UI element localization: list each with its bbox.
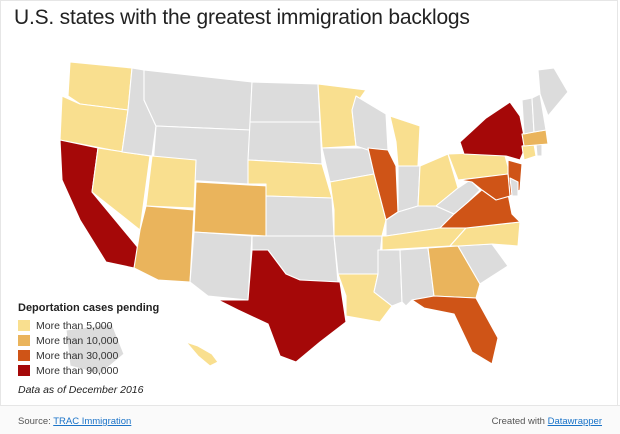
source-credit: Source: TRAC Immigration (18, 416, 131, 427)
state-nh (531, 93, 547, 133)
data-date-note: Data as of December 2016 (18, 384, 144, 396)
legend-label: More than 90,000 (36, 364, 119, 377)
state-nd (249, 81, 321, 123)
legend-swatch (18, 320, 30, 331)
source-prefix: Source: (18, 416, 54, 427)
state-hi (185, 341, 219, 367)
state-ny (459, 101, 527, 161)
state-mi (389, 115, 421, 167)
state-ak (65, 323, 125, 375)
legend-swatch (18, 365, 30, 376)
footer: Source: TRAC Immigration Created with Da… (0, 405, 620, 434)
credit-prefix: Created with (491, 416, 548, 427)
state-me (537, 67, 569, 117)
legend-swatch (18, 335, 30, 346)
state-nm (189, 231, 253, 301)
legend-item: More than 30,000 (18, 348, 159, 363)
state-ri (535, 143, 543, 157)
state-de (509, 177, 519, 197)
source-link[interactable]: TRAC Immigration (53, 416, 132, 427)
state-mt (143, 69, 253, 131)
us-map (59, 61, 569, 375)
legend: Deportation cases pending More than 5,00… (18, 302, 159, 378)
legend-label: More than 5,000 (36, 319, 113, 332)
legend-title: Deportation cases pending (18, 302, 160, 314)
state-wi (351, 95, 389, 151)
legend-label: More than 30,000 (36, 349, 119, 362)
state-az (133, 205, 195, 283)
state-ut (145, 155, 197, 209)
legend-item: More than 10,000 (18, 333, 159, 348)
state-sd (247, 121, 323, 165)
legend-item: More than 90,000 (18, 363, 159, 378)
state-ks (265, 195, 335, 237)
legend-label: More than 10,000 (36, 334, 119, 347)
state-tx (217, 249, 347, 363)
datawrapper-link[interactable]: Datawrapper (547, 416, 602, 427)
state-in (397, 165, 421, 213)
state-fl (411, 295, 499, 365)
state-co (193, 181, 269, 237)
chart-title: U.S. states with the greatest immigratio… (14, 6, 470, 29)
legend-swatch (18, 350, 30, 361)
legend-item: More than 5,000 (18, 318, 159, 333)
tool-credit: Created with Datawrapper (492, 416, 602, 427)
state-ar (333, 235, 383, 275)
state-wv (435, 179, 481, 215)
state-md (459, 173, 511, 201)
